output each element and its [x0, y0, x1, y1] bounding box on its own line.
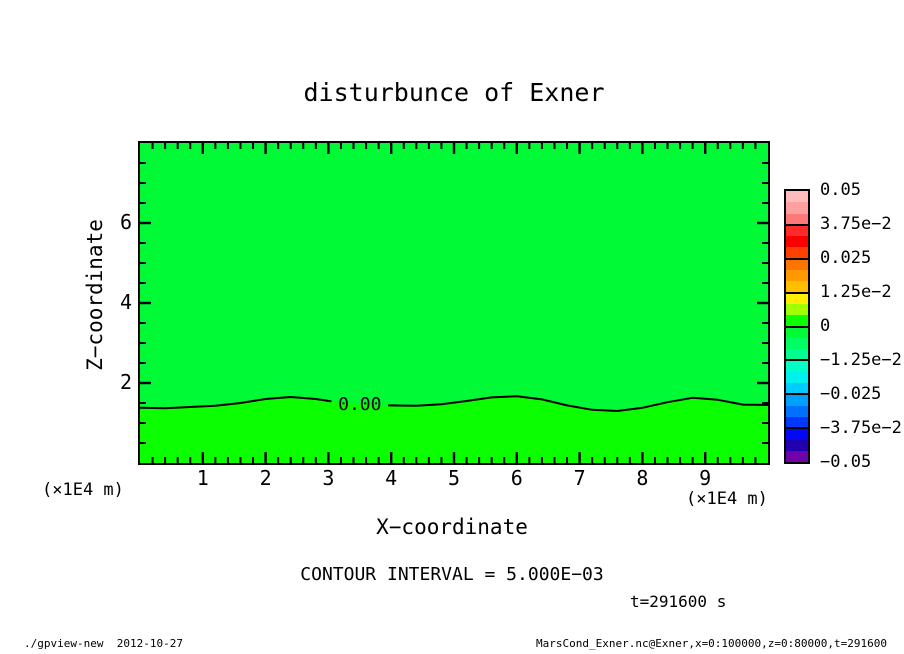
- colorbar-band: [786, 383, 808, 395]
- x-tick-label: 6: [510, 466, 523, 490]
- chart-title: disturbunce of Exner: [303, 78, 605, 107]
- colorbar-band: [786, 315, 808, 327]
- zero-contour-line: [140, 396, 332, 410]
- colorbar-band: [786, 303, 808, 316]
- x-tick-label: 8: [636, 466, 649, 490]
- colorbar-separator: [786, 257, 808, 260]
- footer-program-stamp: ./gpview-new 2012-10-27: [24, 637, 183, 650]
- x-tick-label: 5: [447, 466, 461, 490]
- field-region-lower: [140, 396, 768, 463]
- zero-contour-line: [388, 395, 768, 412]
- x-tick-label: 1: [196, 466, 209, 490]
- colorbar-band: [786, 349, 808, 361]
- colorbar-tick-label: 0.025: [820, 248, 872, 268]
- colorbar-band: [786, 428, 808, 440]
- colorbar-band: [786, 281, 808, 293]
- colorbar-tick-label: 0: [820, 316, 831, 336]
- colorbar-band: [786, 450, 808, 463]
- colorbar-separator: [786, 223, 808, 226]
- colorbar-band: [786, 292, 808, 304]
- colorbar-band: [786, 191, 808, 203]
- colorbar-separator: [786, 393, 808, 396]
- colorbar-band: [786, 360, 808, 372]
- x-tick-label: 3: [322, 466, 335, 490]
- colorbar-band: [786, 394, 808, 406]
- y-tick-label: 4: [119, 290, 132, 314]
- colorbar-separator: [786, 427, 808, 430]
- colorbar-band: [786, 405, 808, 417]
- x-axis-unit-label: (×1E4 m): [686, 489, 768, 509]
- x-tick-label: 2: [259, 466, 272, 490]
- y-tick-label: 6: [119, 210, 132, 234]
- colorbar-band: [786, 270, 808, 282]
- colorbar-band: [786, 258, 808, 271]
- colorbar-tick-label: −0.025: [820, 384, 882, 404]
- y-axis-title: Z−coordinate: [83, 219, 107, 371]
- x-tick-label: 4: [385, 466, 398, 490]
- colorbar-separator: [786, 325, 808, 328]
- contour-value-label: 0.00: [338, 394, 381, 415]
- time-annotation: t=291600 s: [630, 592, 727, 611]
- colorbar-separator: [786, 291, 808, 294]
- y-axis-unit-label: (×1E4 m): [42, 480, 124, 500]
- colorbar-band: [786, 416, 808, 429]
- footer-source-stamp: MarsCond_Exner.nc@Exner,x=0:100000,z=0:8…: [536, 637, 887, 650]
- colorbar-band: [786, 247, 808, 259]
- colorbar-band: [786, 202, 808, 214]
- colorbar-band: [786, 337, 808, 350]
- plot-area: 0.00: [138, 141, 770, 465]
- colorbar-band: [786, 326, 808, 338]
- y-tick-label: 2: [119, 370, 132, 394]
- colorbar-tick-label: −0.05: [820, 452, 872, 472]
- x-tick-label: 7: [573, 466, 586, 490]
- colorbar-band: [786, 213, 808, 225]
- colorbar-tick-label: −3.75e−2: [820, 418, 902, 438]
- colorbar-band: [786, 224, 808, 237]
- colorbar-band: [786, 439, 808, 451]
- colorbar-separator: [786, 359, 808, 362]
- colorbar-tick-label: 3.75e−2: [820, 214, 892, 234]
- colorbar-tick-label: 0.05: [820, 180, 861, 200]
- plot-canvas: 0.00: [140, 143, 768, 463]
- x-tick-label: 9: [699, 466, 712, 490]
- x-axis-title: X−coordinate: [376, 515, 528, 539]
- colorbar: [784, 189, 810, 464]
- contour-interval-note: CONTOUR INTERVAL = 5.000E−03: [300, 564, 604, 585]
- colorbar-tick-label: −1.25e−2: [820, 350, 902, 370]
- colorbar-band: [786, 371, 808, 384]
- colorbar-tick-label: 1.25e−2: [820, 282, 892, 302]
- colorbar-band: [786, 236, 808, 248]
